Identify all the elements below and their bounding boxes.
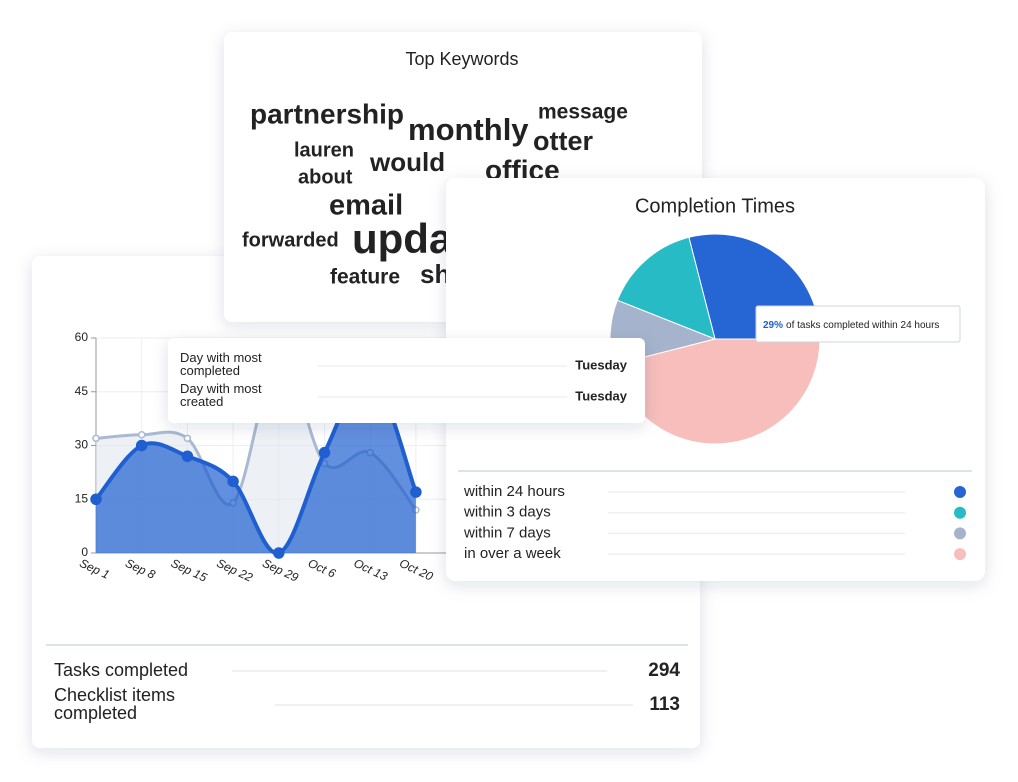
legend-dot: [954, 548, 966, 561]
legend-dot: [954, 486, 966, 498]
text-line: Checklist items: [54, 685, 175, 705]
point: [181, 450, 194, 462]
tooltip-value: 29%: [763, 320, 783, 331]
y-tick-label: 60: [75, 330, 89, 344]
point: [135, 439, 148, 452]
point: [183, 434, 192, 443]
text-line: Day with most: [180, 350, 262, 365]
keyword: would: [369, 147, 445, 177]
keyword: sh: [420, 259, 450, 289]
highlight-label: Day with most completed: [180, 350, 262, 378]
keyword: otter: [533, 126, 593, 156]
y-tick-label: 30: [75, 438, 89, 452]
tooltip-box: [755, 305, 961, 343]
area-fill: [96, 373, 416, 554]
card-bg: [168, 338, 645, 423]
legend-label: within 7 days: [463, 524, 551, 541]
text-line: Day with most: [180, 381, 262, 396]
point: [318, 446, 331, 459]
y-tick-label: 45: [75, 384, 89, 398]
stat-value: 113: [649, 694, 680, 715]
legend-label: in over a week: [464, 545, 561, 562]
highlight-label: Day with most created: [180, 381, 262, 409]
legend-dot: [954, 527, 966, 540]
completion-card: Completion Times within 24 hours within 3…: [446, 178, 985, 581]
keyword: forwarded: [242, 229, 339, 251]
text-line: completed: [180, 363, 240, 378]
text-line: completed: [54, 703, 137, 723]
point: [273, 547, 285, 559]
point: [90, 493, 102, 505]
legend-label: within 24 hours: [463, 483, 565, 500]
pie-slice: [616, 236, 716, 340]
keyword: about: [298, 166, 353, 188]
card-title: Top Keywords: [405, 49, 518, 69]
legend-label: within 3 days: [463, 504, 551, 521]
keyword: email: [329, 190, 403, 222]
y-tick-label: 15: [75, 491, 89, 505]
legend-dot: [954, 506, 966, 519]
highlight-value: Tuesday: [575, 357, 628, 372]
keyword: feature: [330, 266, 400, 289]
text-line: Tasks completed: [54, 660, 188, 680]
stat-label: Checklist items completed: [54, 685, 175, 723]
tooltip-text: 29% of tasks completed within 24 hours: [763, 320, 939, 331]
tooltip-label: of tasks completed within 24 hours: [786, 320, 939, 331]
point: [92, 434, 100, 443]
point: [137, 431, 146, 439]
keyword: upda: [352, 215, 453, 262]
card-title: Completion Times: [635, 195, 795, 217]
keyword: partnership: [250, 98, 404, 129]
keyword: lauren: [294, 139, 354, 161]
point: [227, 475, 239, 488]
stat-value: 294: [648, 660, 680, 681]
text-line: created: [180, 394, 223, 409]
highlight-value: Tuesday: [575, 388, 628, 403]
keyword: message: [538, 101, 628, 124]
stat-label: Tasks completed: [54, 660, 188, 680]
keyword: monthly: [408, 112, 529, 147]
y-tick-label: 0: [81, 545, 88, 559]
point: [410, 486, 422, 498]
